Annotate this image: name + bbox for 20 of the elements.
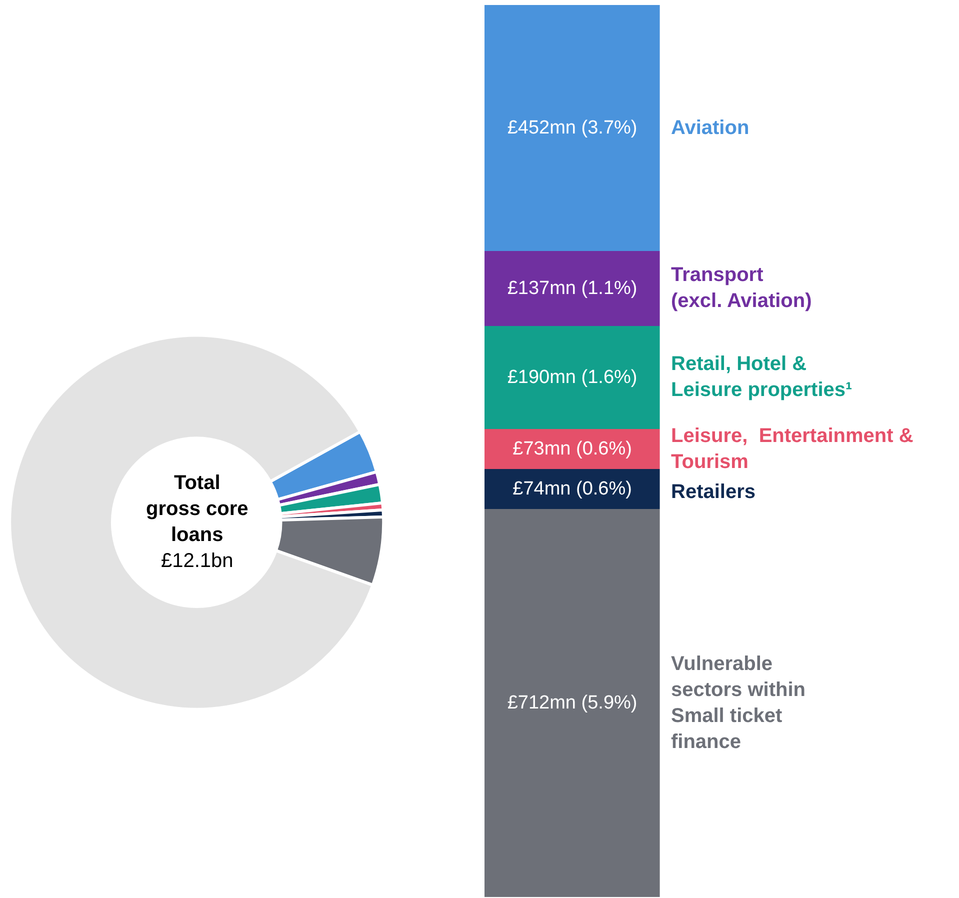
series-label: Retailers <box>671 481 756 503</box>
data-label: £137mn (1.1%) <box>507 278 638 299</box>
text: £12.1bn <box>160 550 234 572</box>
data-label: £712mn (5.9%) <box>507 692 638 714</box>
series-label: Leisure, Entertainment & Tourism <box>671 425 914 473</box>
series-label: Vulnerable sectors within Small ticket finance <box>671 653 806 753</box>
data-label: £74mn (0.6%) <box>512 478 632 500</box>
data-label: £190mn (1.6%) <box>507 367 638 388</box>
bar <box>484 326 660 429</box>
bar <box>484 469 660 509</box>
series-label: Transport (excl. Aviation) <box>671 264 812 312</box>
bar <box>484 5 660 251</box>
bar <box>484 251 660 326</box>
text: Total gross core loans <box>146 472 248 546</box>
series-label: Aviation <box>671 117 750 139</box>
data-label: £73mn (0.6%) <box>512 438 632 460</box>
bar <box>484 429 660 469</box>
data-label: £452mn (3.7%) <box>507 118 638 138</box>
series-label: Retail, Hotel & Leisure properties¹ <box>671 353 852 401</box>
bar <box>484 509 660 897</box>
